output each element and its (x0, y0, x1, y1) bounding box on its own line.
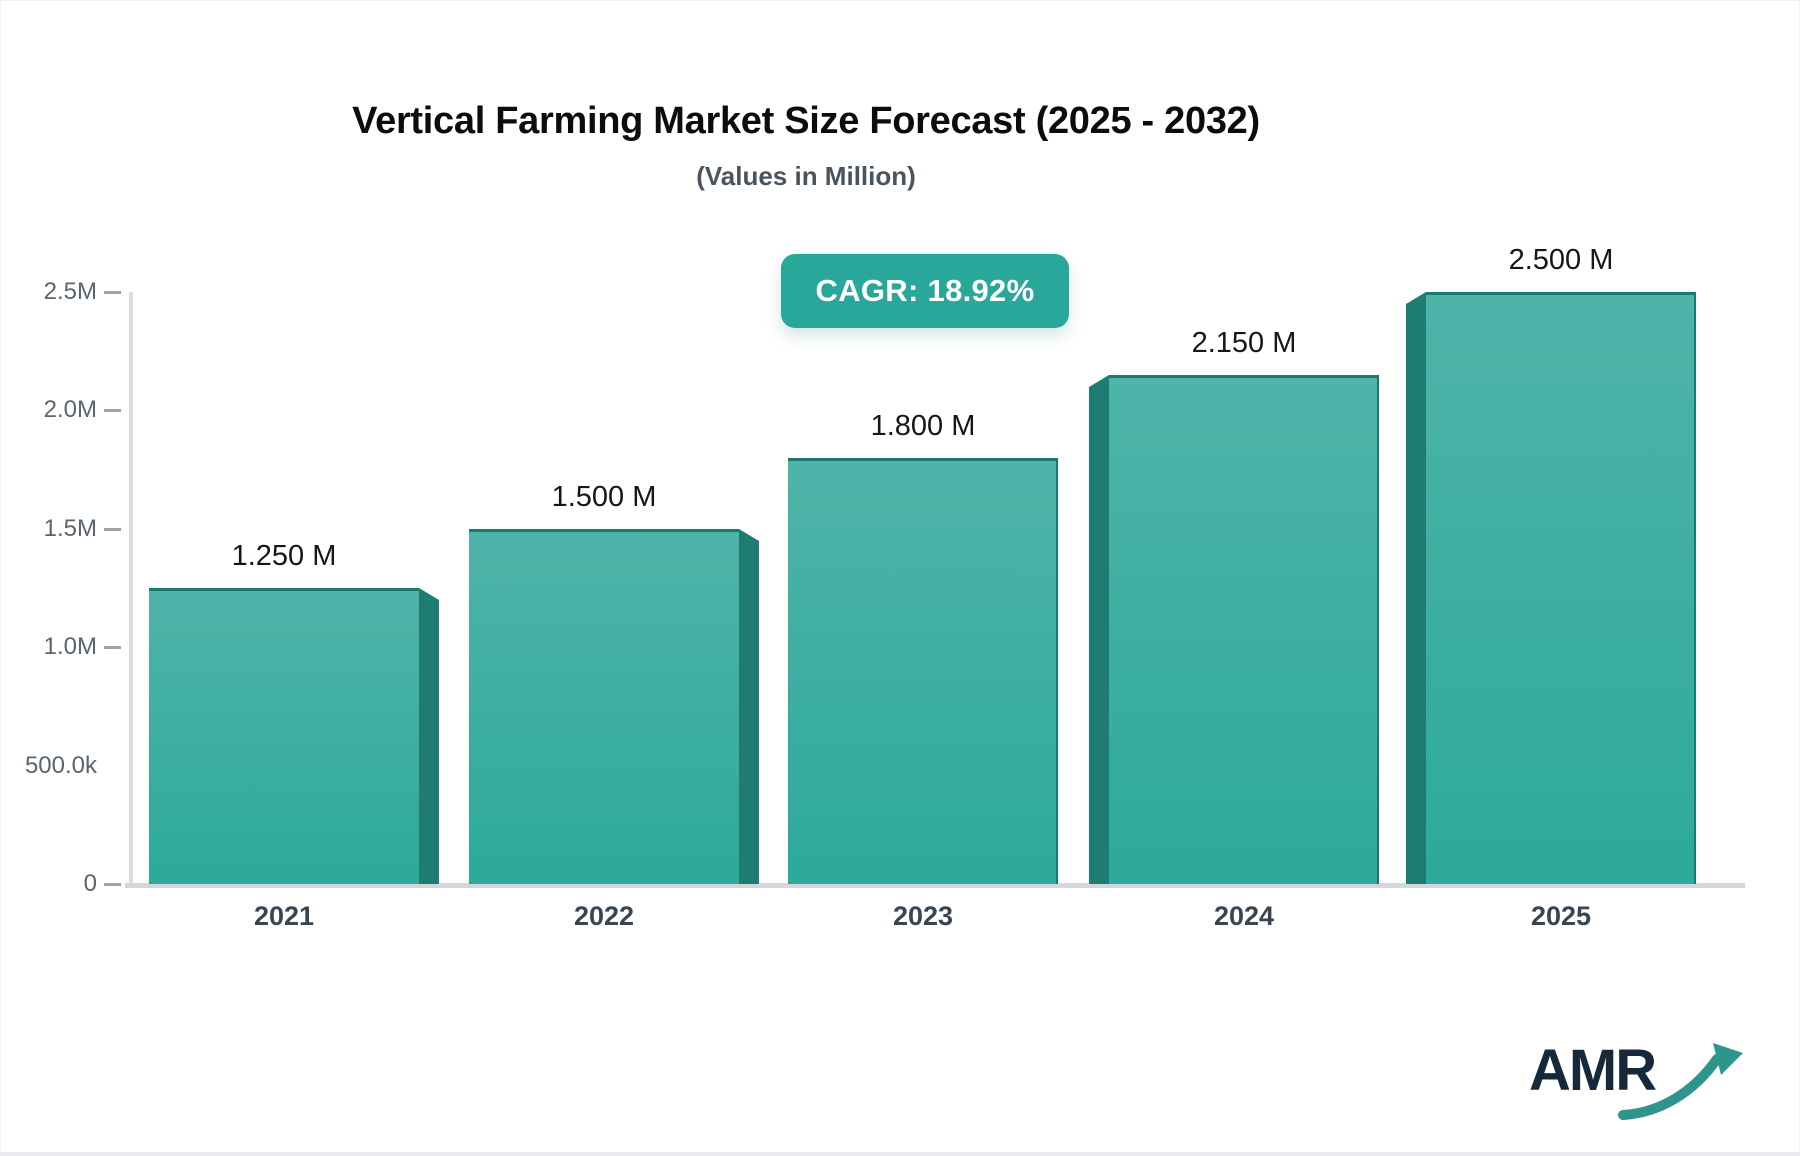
bar-value-label-2022: 1.500 M (551, 481, 657, 513)
cagr-badge-label: CAGR: 18.92% (815, 273, 1035, 308)
bar-value-label-2025: 2.500 M (1508, 244, 1614, 276)
x-axis-label-2023: 2023 (892, 901, 954, 931)
y-axis-tick-label: 0 (83, 870, 97, 897)
x-axis-line (125, 883, 1745, 888)
bar-value-label-2024: 2.150 M (1191, 327, 1297, 359)
y-axis-tick-mark (104, 646, 121, 649)
bar-2022[interactable] (469, 529, 739, 884)
x-axis-label-2022: 2022 (573, 901, 635, 931)
y-axis-tick-label: 2.5M (43, 278, 97, 305)
bar-side-panel (419, 588, 439, 884)
amr-logo: AMR (1515, 1023, 1755, 1133)
bar-value-label-2023: 1.800 M (870, 410, 976, 442)
y-axis-tick-label: 1.0M (43, 633, 97, 660)
bar-side-panel (1089, 375, 1109, 884)
chart-title: Vertical Farming Market Size Forecast (2… (352, 100, 1260, 142)
chart-subtitle: (Values in Million) (696, 161, 916, 191)
x-axis-label-2024: 2024 (1213, 901, 1275, 931)
growth-arrow-icon (1618, 1043, 1743, 1120)
y-axis-tick-label: 1.5M (43, 515, 97, 542)
y-axis-tick-label: 2.0M (43, 396, 97, 423)
y-axis-tick-mark (104, 409, 121, 412)
bar-2024[interactable] (1109, 375, 1379, 884)
growth-arrow-swoosh (1618, 1054, 1722, 1120)
y-axis-tick-mark (104, 883, 121, 886)
bar-side-panel (739, 529, 759, 884)
bar-2025[interactable] (1426, 292, 1696, 884)
y-axis-tick-mark (104, 291, 121, 294)
cagr-badge: CAGR: 18.92% (781, 254, 1069, 328)
x-axis-label-2021: 2021 (253, 901, 315, 931)
y-axis-tick-label: 500.0k (24, 752, 97, 779)
y-axis-tick-mark (104, 528, 121, 531)
bar-2023[interactable] (788, 458, 1058, 884)
growth-arrow-head (1713, 1043, 1743, 1075)
bar-value-label-2021: 1.250 M (231, 540, 337, 572)
x-axis-label-2025: 2025 (1530, 901, 1592, 931)
amr-logo-text: AMR (1529, 1038, 1657, 1103)
bar-2021[interactable] (149, 588, 419, 884)
y-axis-line (129, 292, 133, 888)
bar-side-panel (1406, 292, 1426, 884)
